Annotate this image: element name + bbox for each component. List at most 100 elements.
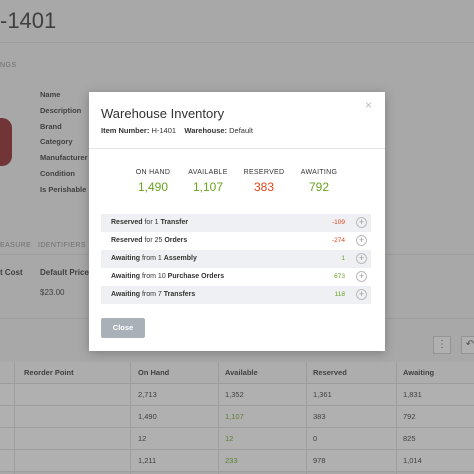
inventory-table: Reorder Point On Hand Available Reserved… <box>0 362 474 472</box>
list-item-awaiting-transfers: Awaiting from 7 Transfers 118 + <box>101 286 371 304</box>
table-row[interactable]: 12 12 0 825 <box>0 428 474 450</box>
inventory-breakdown-list: Reserved for 1 Transfer -109 + Reserved … <box>101 214 371 304</box>
close-icon[interactable]: × <box>365 98 373 112</box>
default-price-label: Default Price <box>40 268 89 277</box>
cell-on-hand: 1,211 <box>138 456 157 465</box>
detail-tabs: EASURE IDENTIFIERS <box>0 240 474 254</box>
default-price-value: $23.00 <box>40 288 65 297</box>
unit-cost-label: t Cost <box>0 268 23 277</box>
cell-on-hand: 2,713 <box>138 390 157 399</box>
row-kind: Awaiting <box>111 255 141 262</box>
row-kind: Reserved <box>111 219 143 226</box>
stat-label: RESERVED <box>243 169 285 176</box>
col-reserved[interactable]: Reserved <box>313 368 347 377</box>
history-icon[interactable]: ↶ <box>461 336 474 354</box>
more-options-icon[interactable]: ⋮ <box>433 336 451 354</box>
expand-plus-icon[interactable]: + <box>356 235 367 246</box>
stat-value: 383 <box>253 180 275 194</box>
section-tag: NGS <box>0 62 17 69</box>
cell-available: 12 <box>225 434 234 443</box>
row-count: from 10 <box>140 273 168 280</box>
row-count: for 25 <box>142 237 165 244</box>
field-label-is-perishable: Is Perishable <box>40 184 87 194</box>
stat-value: 1,490 <box>137 180 169 194</box>
modal-divider <box>89 148 385 149</box>
warehouse-label: Warehouse: <box>184 126 228 135</box>
stat-label: AWAITING <box>300 169 338 176</box>
list-item-awaiting-assembly: Awaiting from 1 Assembly 1 + <box>101 250 371 268</box>
field-label-manufacturer: Manufacturer <box>40 153 88 163</box>
cell-reserved: 1,361 <box>313 390 332 399</box>
list-item-value: 1 <box>341 255 345 262</box>
list-item-text: Awaiting from 7 Transfers <box>111 291 195 298</box>
item-number-value: H-1401 <box>151 126 177 135</box>
list-item-text: Awaiting from 10 Purchase Orders <box>111 273 224 280</box>
col-on-hand[interactable]: On Hand <box>138 368 170 377</box>
row-source: Assembly <box>163 255 197 262</box>
list-item-text: Reserved for 1 Transfer <box>111 219 188 226</box>
tab-identifiers[interactable]: IDENTIFIERS <box>38 242 86 249</box>
stat-reserved: RESERVED 383 <box>234 169 294 194</box>
expand-plus-icon[interactable]: + <box>356 271 367 282</box>
col-awaiting[interactable]: Awaiting <box>403 368 435 377</box>
cell-on-hand: 12 <box>138 434 147 443</box>
modal-title: Warehouse Inventory <box>101 106 225 121</box>
product-image <box>0 118 12 166</box>
field-label-description: Description <box>40 105 82 115</box>
cell-awaiting: 1,014 <box>403 456 422 465</box>
table-row[interactable]: 2,713 1,352 1,361 1,831 <box>0 384 474 406</box>
list-item-value: -274 <box>331 237 345 244</box>
list-item-value: 118 <box>334 291 345 298</box>
col-available[interactable]: Available <box>225 368 258 377</box>
field-label-category: Category <box>40 137 73 147</box>
warehouse-value: Default <box>229 126 253 135</box>
expand-plus-icon[interactable]: + <box>356 289 367 300</box>
close-button[interactable]: Close <box>101 318 145 338</box>
stat-value: 1,107 <box>192 180 224 194</box>
list-item-text: Awaiting from 1 Assembly <box>111 255 197 262</box>
cell-reserved: 978 <box>313 456 326 465</box>
row-count: for 1 <box>142 219 161 226</box>
item-number-label: Item Number: <box>101 126 150 135</box>
list-item-text: Reserved for 25 Orders <box>111 237 187 244</box>
expand-plus-icon[interactable]: + <box>356 217 367 228</box>
expand-plus-icon[interactable]: + <box>356 253 367 264</box>
row-source: Purchase Orders <box>167 273 225 280</box>
stat-available: AVAILABLE 1,107 <box>178 169 238 194</box>
field-label-condition: Condition <box>40 168 75 178</box>
cell-available: 1,352 <box>225 390 244 399</box>
row-source: Transfers <box>163 291 196 298</box>
cell-awaiting: 825 <box>403 434 416 443</box>
list-item-value: -109 <box>331 219 345 226</box>
cell-available: 1,107 <box>225 412 244 421</box>
cell-awaiting: 792 <box>403 412 416 421</box>
row-kind: Reserved <box>111 237 143 244</box>
tab-measure[interactable]: EASURE <box>0 242 32 249</box>
warehouse-inventory-modal: Warehouse Inventory × Item Number: H-140… <box>89 92 385 351</box>
list-item-reserved-orders: Reserved for 25 Orders -274 + <box>101 232 371 250</box>
page-title: -1401 <box>0 8 57 33</box>
table-row[interactable]: 1,211 233 978 1,014 <box>0 450 474 472</box>
table-row[interactable]: 1,490 1,107 383 792 <box>0 406 474 428</box>
list-item-value: 673 <box>334 273 345 280</box>
cell-reserved: 0 <box>313 434 318 443</box>
product-field-labels: Name Description Brand Category Manufact… <box>40 90 88 201</box>
modal-subtitle: Item Number: H-1401 Warehouse: Default <box>101 126 253 135</box>
row-kind: Awaiting <box>111 291 141 298</box>
cell-on-hand: 1,490 <box>138 412 157 421</box>
cell-reserved: 383 <box>313 412 326 421</box>
table-header: Reorder Point On Hand Available Reserved… <box>0 362 474 384</box>
row-source: Orders <box>164 237 188 244</box>
field-label-name: Name <box>40 90 61 99</box>
col-divider <box>218 362 219 474</box>
stat-label: AVAILABLE <box>188 169 228 176</box>
row-count: from 1 <box>140 255 164 262</box>
stat-label: ON HAND <box>135 169 171 176</box>
stat-on-hand: ON HAND 1,490 <box>123 169 183 194</box>
row-count: from 7 <box>140 291 164 298</box>
list-item-awaiting-purchase-orders: Awaiting from 10 Purchase Orders 673 + <box>101 268 371 286</box>
cell-awaiting: 1,831 <box>403 390 422 399</box>
stat-value: 792 <box>308 180 330 194</box>
col-reorder-point[interactable]: Reorder Point <box>24 368 74 377</box>
col-divider <box>130 362 131 474</box>
